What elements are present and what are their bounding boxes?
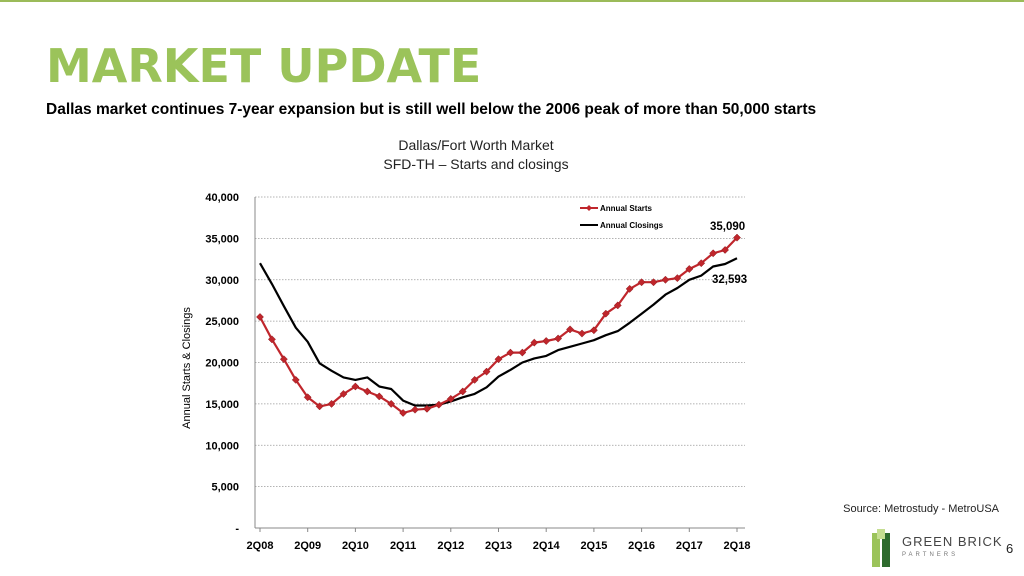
- starts-point: [363, 387, 372, 396]
- starts-point: [267, 335, 276, 344]
- x-tick-label: 2Q16: [628, 540, 655, 552]
- starts-point: [625, 284, 634, 293]
- starts-point: [446, 394, 455, 403]
- x-tick-label: 2Q13: [485, 540, 512, 552]
- starts-point: [375, 392, 384, 401]
- logo-name: GREEN BRICK: [902, 534, 1003, 549]
- logo-bar-top: [877, 529, 885, 539]
- y-tick-label: 40,000: [205, 192, 239, 204]
- y-tick-label: 20,000: [205, 358, 239, 370]
- starts-point: [649, 278, 658, 287]
- x-tick-label: 2Q10: [342, 540, 369, 552]
- starts-point: [673, 274, 682, 283]
- starts-point: [470, 375, 479, 384]
- top-accent-rule: [0, 0, 1024, 2]
- y-tick-label: 5,000: [211, 482, 239, 494]
- y-tick-label: 30,000: [205, 275, 239, 287]
- starts-point: [303, 393, 312, 402]
- starts-point: [637, 278, 646, 287]
- starts-point: [554, 334, 563, 343]
- starts-point: [256, 313, 264, 321]
- starts-point: [709, 249, 718, 258]
- company-logo: GREEN BRICK PARTNERS: [872, 529, 1002, 569]
- starts-point: [721, 246, 730, 254]
- logo-bar-light: [872, 533, 880, 567]
- end-label-closings: 32,593: [712, 274, 747, 286]
- starts-point: [506, 348, 515, 357]
- x-tick-label: 2Q08: [247, 540, 274, 552]
- starts-point: [434, 400, 443, 409]
- starts-point: [613, 301, 622, 310]
- starts-point: [697, 259, 706, 268]
- page-number: 6: [1006, 541, 1014, 556]
- legend-label-closings: Annual Closings: [600, 221, 664, 230]
- x-tick-label: 2Q12: [437, 540, 464, 552]
- x-tick-label: 2Q09: [294, 540, 321, 552]
- end-label-starts: 35,090: [710, 221, 745, 233]
- chart-heading-line1: Dallas/Fort Worth Market: [398, 137, 554, 153]
- starts-point: [518, 348, 527, 357]
- starts-point: [339, 389, 348, 398]
- starts-point: [327, 399, 336, 408]
- starts-point: [482, 367, 491, 376]
- starts-point: [458, 387, 467, 396]
- y-tick-label: -: [235, 523, 239, 535]
- page-subtitle: Dallas market continues 7-year expansion…: [46, 101, 817, 118]
- y-tick-label: 25,000: [205, 316, 239, 328]
- starts-point: [589, 326, 598, 335]
- x-tick-label: 2Q17: [676, 540, 703, 552]
- page-title: MARKET UPDATE: [46, 39, 482, 93]
- legend-marker-starts: [586, 205, 592, 211]
- starts-point: [661, 275, 670, 284]
- series-line-annual-closings: [259, 257, 738, 407]
- y-tick-label: 10,000: [205, 440, 239, 452]
- series-line-annual-starts: [259, 236, 738, 415]
- starts-point: [542, 337, 551, 345]
- starts-point: [566, 325, 575, 334]
- y-tick-label: 15,000: [205, 399, 239, 411]
- starts-point: [411, 405, 419, 414]
- starts-point: [291, 375, 300, 384]
- starts-point: [422, 404, 431, 413]
- starts-point: [351, 382, 360, 391]
- starts-point: [530, 338, 539, 347]
- y-axis-label: Annual Starts & Closings: [181, 307, 193, 429]
- starts-point: [685, 265, 694, 273]
- starts-point: [601, 309, 610, 318]
- chart-heading: Dallas/Fort Worth Market SFD-TH – Starts…: [300, 136, 652, 174]
- source-note: Source: Metrostudy - MetroUSA: [843, 503, 999, 515]
- starts-point: [387, 399, 396, 408]
- x-tick-label: 2Q14: [533, 540, 561, 552]
- x-tick-label: 2Q15: [580, 540, 607, 552]
- x-tick-label: 2Q11: [390, 540, 416, 552]
- logo-bar-dark: [882, 533, 890, 567]
- starts-point: [279, 355, 288, 364]
- starts-point: [399, 409, 408, 417]
- starts-point: [733, 233, 741, 242]
- logo-subname: PARTNERS: [902, 552, 959, 558]
- legend-label-starts: Annual Starts: [600, 204, 653, 213]
- x-tick-label: 2Q18: [724, 540, 751, 552]
- starts-point: [578, 329, 586, 338]
- starts-point: [494, 355, 503, 364]
- y-tick-label: 35,000: [205, 233, 239, 245]
- starts-point: [315, 402, 324, 411]
- chart-heading-line2: SFD-TH – Starts and closings: [383, 156, 569, 172]
